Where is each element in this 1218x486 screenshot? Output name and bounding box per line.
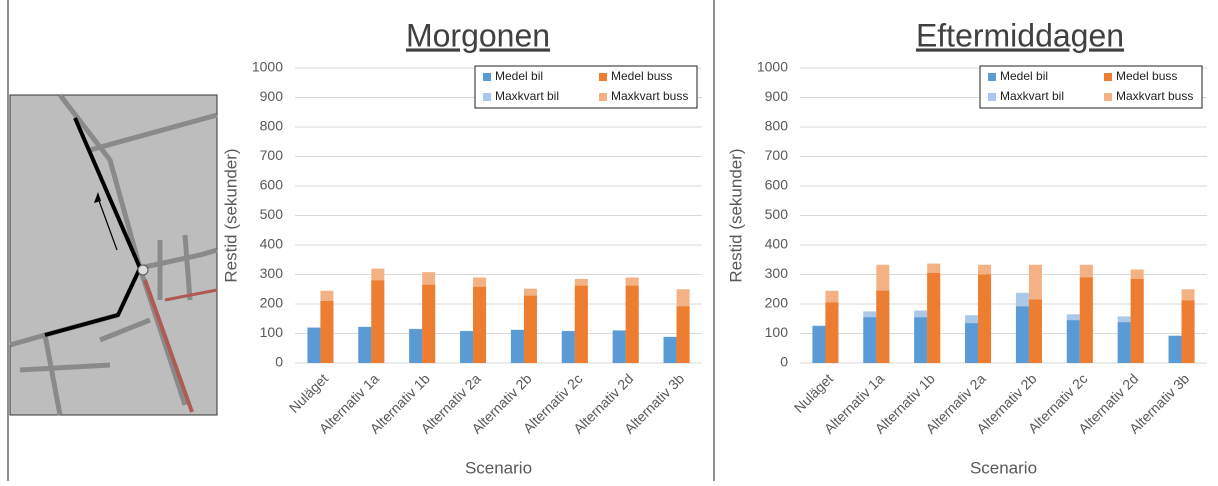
- bar: [1181, 300, 1195, 363]
- bar: [927, 273, 941, 363]
- y-tick-label: 700: [260, 147, 284, 163]
- bar: [371, 280, 385, 363]
- legend-label: Maxkvart bil: [495, 89, 559, 103]
- x-axis-label: Scenario: [465, 458, 532, 477]
- legend-swatch: [988, 93, 996, 101]
- y-tick-label: 800: [765, 118, 789, 134]
- bar: [1079, 277, 1093, 363]
- y-tick-label: 300: [260, 265, 284, 281]
- y-tick-label: 1000: [252, 59, 283, 75]
- legend-label: Medel buss: [611, 69, 672, 83]
- y-tick-label: 100: [765, 324, 789, 340]
- x-tick-label: Nuläget: [791, 370, 837, 416]
- y-tick-label: 900: [260, 88, 284, 104]
- bar: [625, 285, 639, 363]
- y-tick-label: 0: [780, 354, 788, 370]
- bar: [825, 302, 839, 363]
- legend-swatch: [1104, 93, 1112, 101]
- bar: [574, 285, 588, 363]
- bar: [863, 317, 877, 363]
- bar: [409, 329, 423, 363]
- legend-label: Maxkvart buss: [611, 89, 688, 103]
- bar: [612, 330, 626, 363]
- bar: [422, 284, 436, 363]
- bar: [510, 329, 524, 363]
- legend-swatch: [988, 73, 996, 81]
- bar: [676, 306, 690, 363]
- y-tick-label: 500: [765, 206, 789, 222]
- bar: [1117, 322, 1131, 363]
- bar: [358, 327, 372, 363]
- bar: [1066, 320, 1080, 363]
- y-tick-label: 300: [765, 265, 789, 281]
- bar: [876, 290, 890, 363]
- legend-swatch: [1104, 73, 1112, 81]
- y-tick-label: 900: [765, 88, 789, 104]
- y-tick-label: 400: [260, 236, 284, 252]
- legend-box: [474, 65, 698, 109]
- bar: [978, 274, 992, 363]
- bar: [1015, 306, 1029, 363]
- y-tick-label: 800: [260, 118, 284, 134]
- y-axis-label: Restid (sekunder): [221, 148, 240, 282]
- bar: [1028, 299, 1042, 363]
- y-tick-label: 100: [260, 324, 284, 340]
- bar: [460, 331, 474, 363]
- bar: [561, 331, 575, 363]
- chart-title: Eftermiddagen: [916, 17, 1124, 53]
- legend-swatch: [483, 73, 491, 81]
- legend-swatch: [483, 93, 491, 101]
- legend-label: Medel bil: [1000, 69, 1048, 83]
- legend-label: Medel buss: [1116, 69, 1177, 83]
- y-tick-label: 1000: [757, 59, 788, 75]
- y-tick-label: 200: [765, 295, 789, 311]
- y-tick-label: 500: [260, 206, 284, 222]
- legend-swatch: [599, 73, 607, 81]
- bar: [914, 317, 928, 363]
- y-tick-label: 600: [260, 177, 284, 193]
- x-axis-label: Scenario: [970, 458, 1037, 477]
- legend-label: Maxkvart bil: [1000, 89, 1064, 103]
- bar: [812, 326, 826, 363]
- x-tick-label: Nuläget: [286, 370, 332, 416]
- bar: [473, 286, 487, 363]
- y-tick-label: 400: [765, 236, 789, 252]
- bar: [965, 323, 979, 363]
- y-tick-label: 700: [765, 147, 789, 163]
- y-tick-label: 600: [765, 177, 789, 193]
- bar: [1168, 335, 1182, 363]
- chart-title: Morgonen: [406, 17, 550, 53]
- bar: [1130, 278, 1144, 363]
- y-tick-label: 0: [275, 354, 283, 370]
- legend-box: [979, 65, 1203, 109]
- bar: [307, 327, 321, 363]
- bar: [320, 301, 334, 363]
- legend-swatch: [599, 93, 607, 101]
- y-tick-label: 200: [260, 295, 284, 311]
- legend-label: Maxkvart buss: [1116, 89, 1193, 103]
- map-thumbnail: [9, 93, 218, 416]
- bar: [663, 337, 677, 363]
- y-axis-label: Restid (sekunder): [726, 148, 745, 282]
- bar: [523, 295, 537, 363]
- legend-label: Medel bil: [495, 69, 543, 83]
